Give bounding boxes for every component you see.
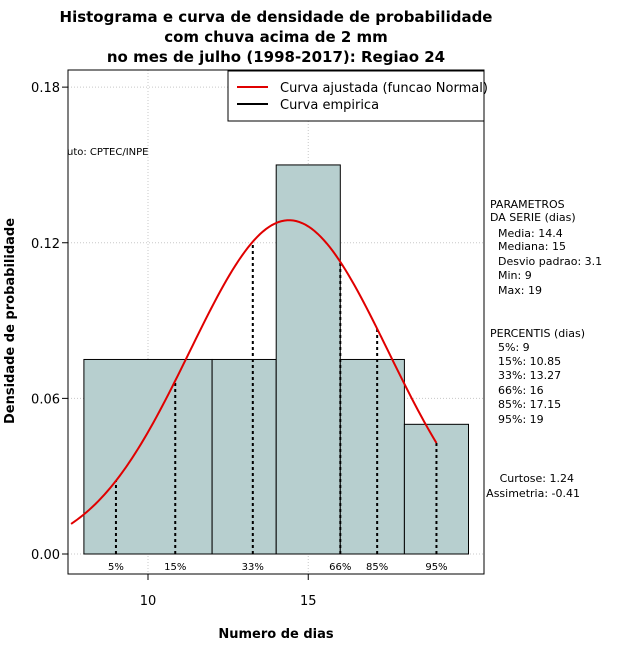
param-desvio: Desvio padrao: 3.1 — [498, 255, 602, 268]
percentile-label-95: 95% — [425, 562, 447, 573]
legend-label-fitted: Curva ajustada (funcao Normal) — [280, 81, 488, 96]
percentil-5: 5%: 9 — [498, 341, 530, 354]
histogram-bar-1 — [211, 358, 277, 555]
plot-border — [67, 69, 485, 575]
source-note: uto: CPTEC/INPE — [67, 147, 149, 158]
param-max: Max: 19 — [498, 284, 542, 297]
stat-assimetria: Assimetria: -0.41 — [486, 487, 580, 500]
legend: Curva ajustada (funcao Normal) Curva emp… — [227, 70, 488, 122]
legend-box — [227, 70, 485, 122]
stats-panel: PARAMETROS DA SERIE (dias) Media: 14.4 M… — [486, 198, 602, 500]
x-tick-label-1: 15 — [300, 594, 317, 609]
stat-curtose: Curtose: 1.24 — [500, 472, 574, 485]
percentil-33: 33%: 13.27 — [498, 369, 561, 382]
chart-title-line-1: Histograma e curva de densidade de proba… — [60, 8, 493, 26]
params-heading-1: PARAMETROS — [490, 198, 565, 211]
y-tick-label-3: 0.18 — [31, 81, 60, 96]
percentis-heading: PERCENTIS (dias) — [490, 327, 585, 340]
fitted-normal-curve — [70, 219, 438, 525]
percentile-label-15: 15% — [164, 562, 186, 573]
chart-title-line-2: com chuva acima de 2 mm — [164, 28, 388, 46]
histogram-bar-2 — [275, 164, 341, 555]
x-axis-label: Numero de dias — [218, 627, 334, 642]
percentil-95: 95%: 19 — [498, 413, 544, 426]
percentile-label-5: 5% — [108, 562, 124, 573]
percentil-85: 85%: 17.15 — [498, 398, 561, 411]
y-axis-label: Densidade de probabilidade — [3, 218, 18, 424]
y-tick-label-0: 0.00 — [31, 548, 60, 563]
percentile-label-85: 85% — [366, 562, 388, 573]
y-tick-label-1: 0.06 — [31, 392, 60, 407]
percentil-66: 66%: 16 — [498, 384, 544, 397]
plot-area: 5% 15% 33% 66% 85% 95% 10 15 0.00 0.06 0.12 0.18 — [31, 69, 485, 609]
legend-label-empirical: Curva empirica — [280, 98, 379, 113]
params-heading-2: DA SERIE (dias) — [490, 211, 576, 224]
chart-title-line-3: no mes de julho (1998-2017): Regiao 24 — [107, 48, 445, 66]
x-tick-label-0: 10 — [140, 594, 157, 609]
percentil-15: 15%: 10.85 — [498, 355, 561, 368]
histogram-bar-0 — [83, 358, 213, 555]
param-mediana: Mediana: 15 — [498, 240, 566, 253]
param-min: Min: 9 — [498, 269, 532, 282]
percentile-label-66: 66% — [329, 562, 351, 573]
percentile-label-33: 33% — [242, 562, 264, 573]
histogram-bar-3 — [339, 358, 405, 555]
param-media: Media: 14.4 — [498, 227, 563, 240]
y-tick-label-2: 0.12 — [31, 237, 60, 252]
